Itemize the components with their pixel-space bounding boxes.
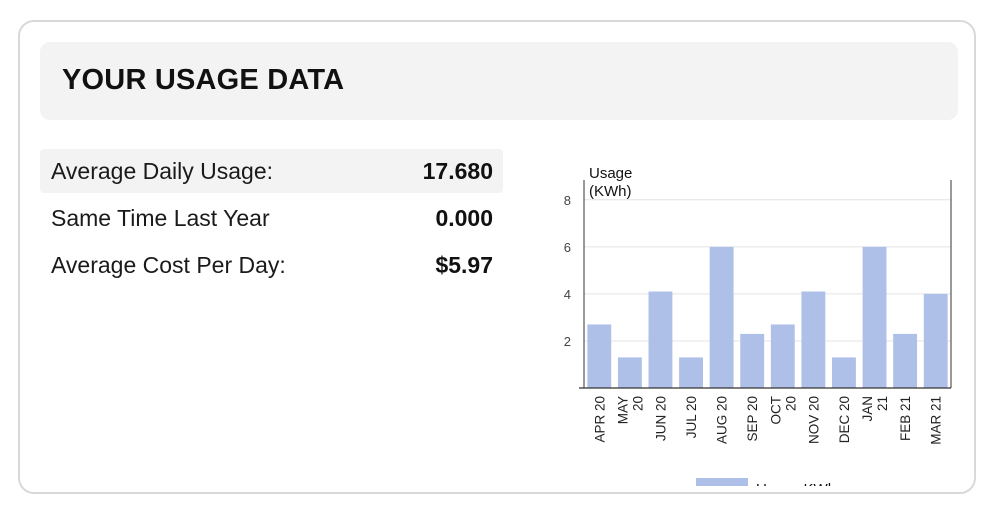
x-tick-label: APR 20 (592, 396, 607, 443)
x-tick-label: OCT 20 (768, 396, 798, 425)
x-tick-label: MAY 20 (615, 396, 645, 424)
x-tick-label: SEP 20 (745, 396, 760, 442)
x-tick-label: DEC 20 (837, 396, 852, 443)
x-tick-label-line: JUN 20 (653, 396, 668, 441)
bar (832, 357, 856, 388)
y-axis-title: Usage (589, 165, 632, 182)
x-tick-label: AUG 20 (715, 396, 730, 444)
x-tick-label: FEB 21 (898, 396, 913, 441)
stat-label: Average Daily Usage: (51, 157, 274, 184)
bar (740, 333, 765, 388)
card-header: YOUR USAGE DATA (40, 42, 958, 120)
x-tick-label: JAN 21 (860, 396, 890, 422)
x-tick-label-line: APR 20 (592, 396, 607, 443)
stat-label: Average Cost Per Day: (51, 251, 286, 278)
x-tick-label: JUL 20 (684, 396, 699, 438)
y-axis-title: (KWh) (589, 183, 632, 200)
x-tick-label-line: FEB 21 (898, 396, 913, 441)
stat-label: Same Time Last Year (51, 204, 270, 231)
x-tick-label-line: AUG 20 (715, 396, 730, 444)
bar (923, 293, 948, 388)
x-tick-label-line: MAR 21 (929, 396, 944, 445)
stat-row-average-daily-usage: Average Daily Usage: 17.680 (40, 149, 503, 193)
x-tick-label: JUN 20 (653, 396, 668, 441)
x-tick-label-line: JAN (860, 396, 875, 422)
x-tick-label-line: SEP 20 (745, 396, 760, 442)
stat-row-average-cost-per-day: Average Cost Per Day: $5.97 (40, 243, 503, 287)
x-tick-label-line: NOV 20 (806, 396, 821, 444)
y-tick-label-left: 8 (564, 193, 571, 208)
y-tick-label-left: 6 (564, 240, 571, 255)
stat-value: 0.000 (435, 204, 493, 231)
stat-value: 17.680 (422, 157, 493, 184)
x-tick-label-line: JUL 20 (684, 396, 699, 438)
x-tick-label-line: DEC 20 (837, 396, 852, 443)
x-tick-label: NOV 20 (806, 396, 821, 444)
x-tick-label: MAR 21 (929, 396, 944, 445)
y-tick-label-left: 2 (564, 334, 571, 349)
bar (770, 324, 795, 388)
x-tick-label-line: 20 (630, 396, 645, 411)
stat-row-same-time-last-year: Same Time Last Year 0.000 (40, 196, 503, 240)
bar (801, 291, 826, 388)
x-tick-label-line: OCT (768, 396, 783, 425)
page-title: YOUR USAGE DATA (62, 64, 345, 96)
bar (587, 324, 612, 388)
x-tick-label-line: 20 (783, 396, 798, 411)
x-tick-label-line: 21 (875, 396, 890, 411)
bar (893, 333, 918, 388)
y-tick-label-left: 4 (564, 287, 571, 302)
usage-card: YOUR USAGE DATA Average Daily Usage: 17.… (18, 20, 976, 494)
bar (709, 246, 734, 388)
bar (862, 246, 887, 388)
usage-stats: Average Daily Usage: 17.680 Same Time La… (40, 149, 503, 287)
bar (648, 291, 673, 388)
stat-value: $5.97 (435, 251, 493, 278)
bar (679, 357, 703, 388)
x-tick-label-line: MAY (615, 396, 630, 424)
legend-swatch (696, 478, 748, 486)
legend-label: Usage KWh (756, 481, 836, 486)
bar (617, 357, 642, 388)
